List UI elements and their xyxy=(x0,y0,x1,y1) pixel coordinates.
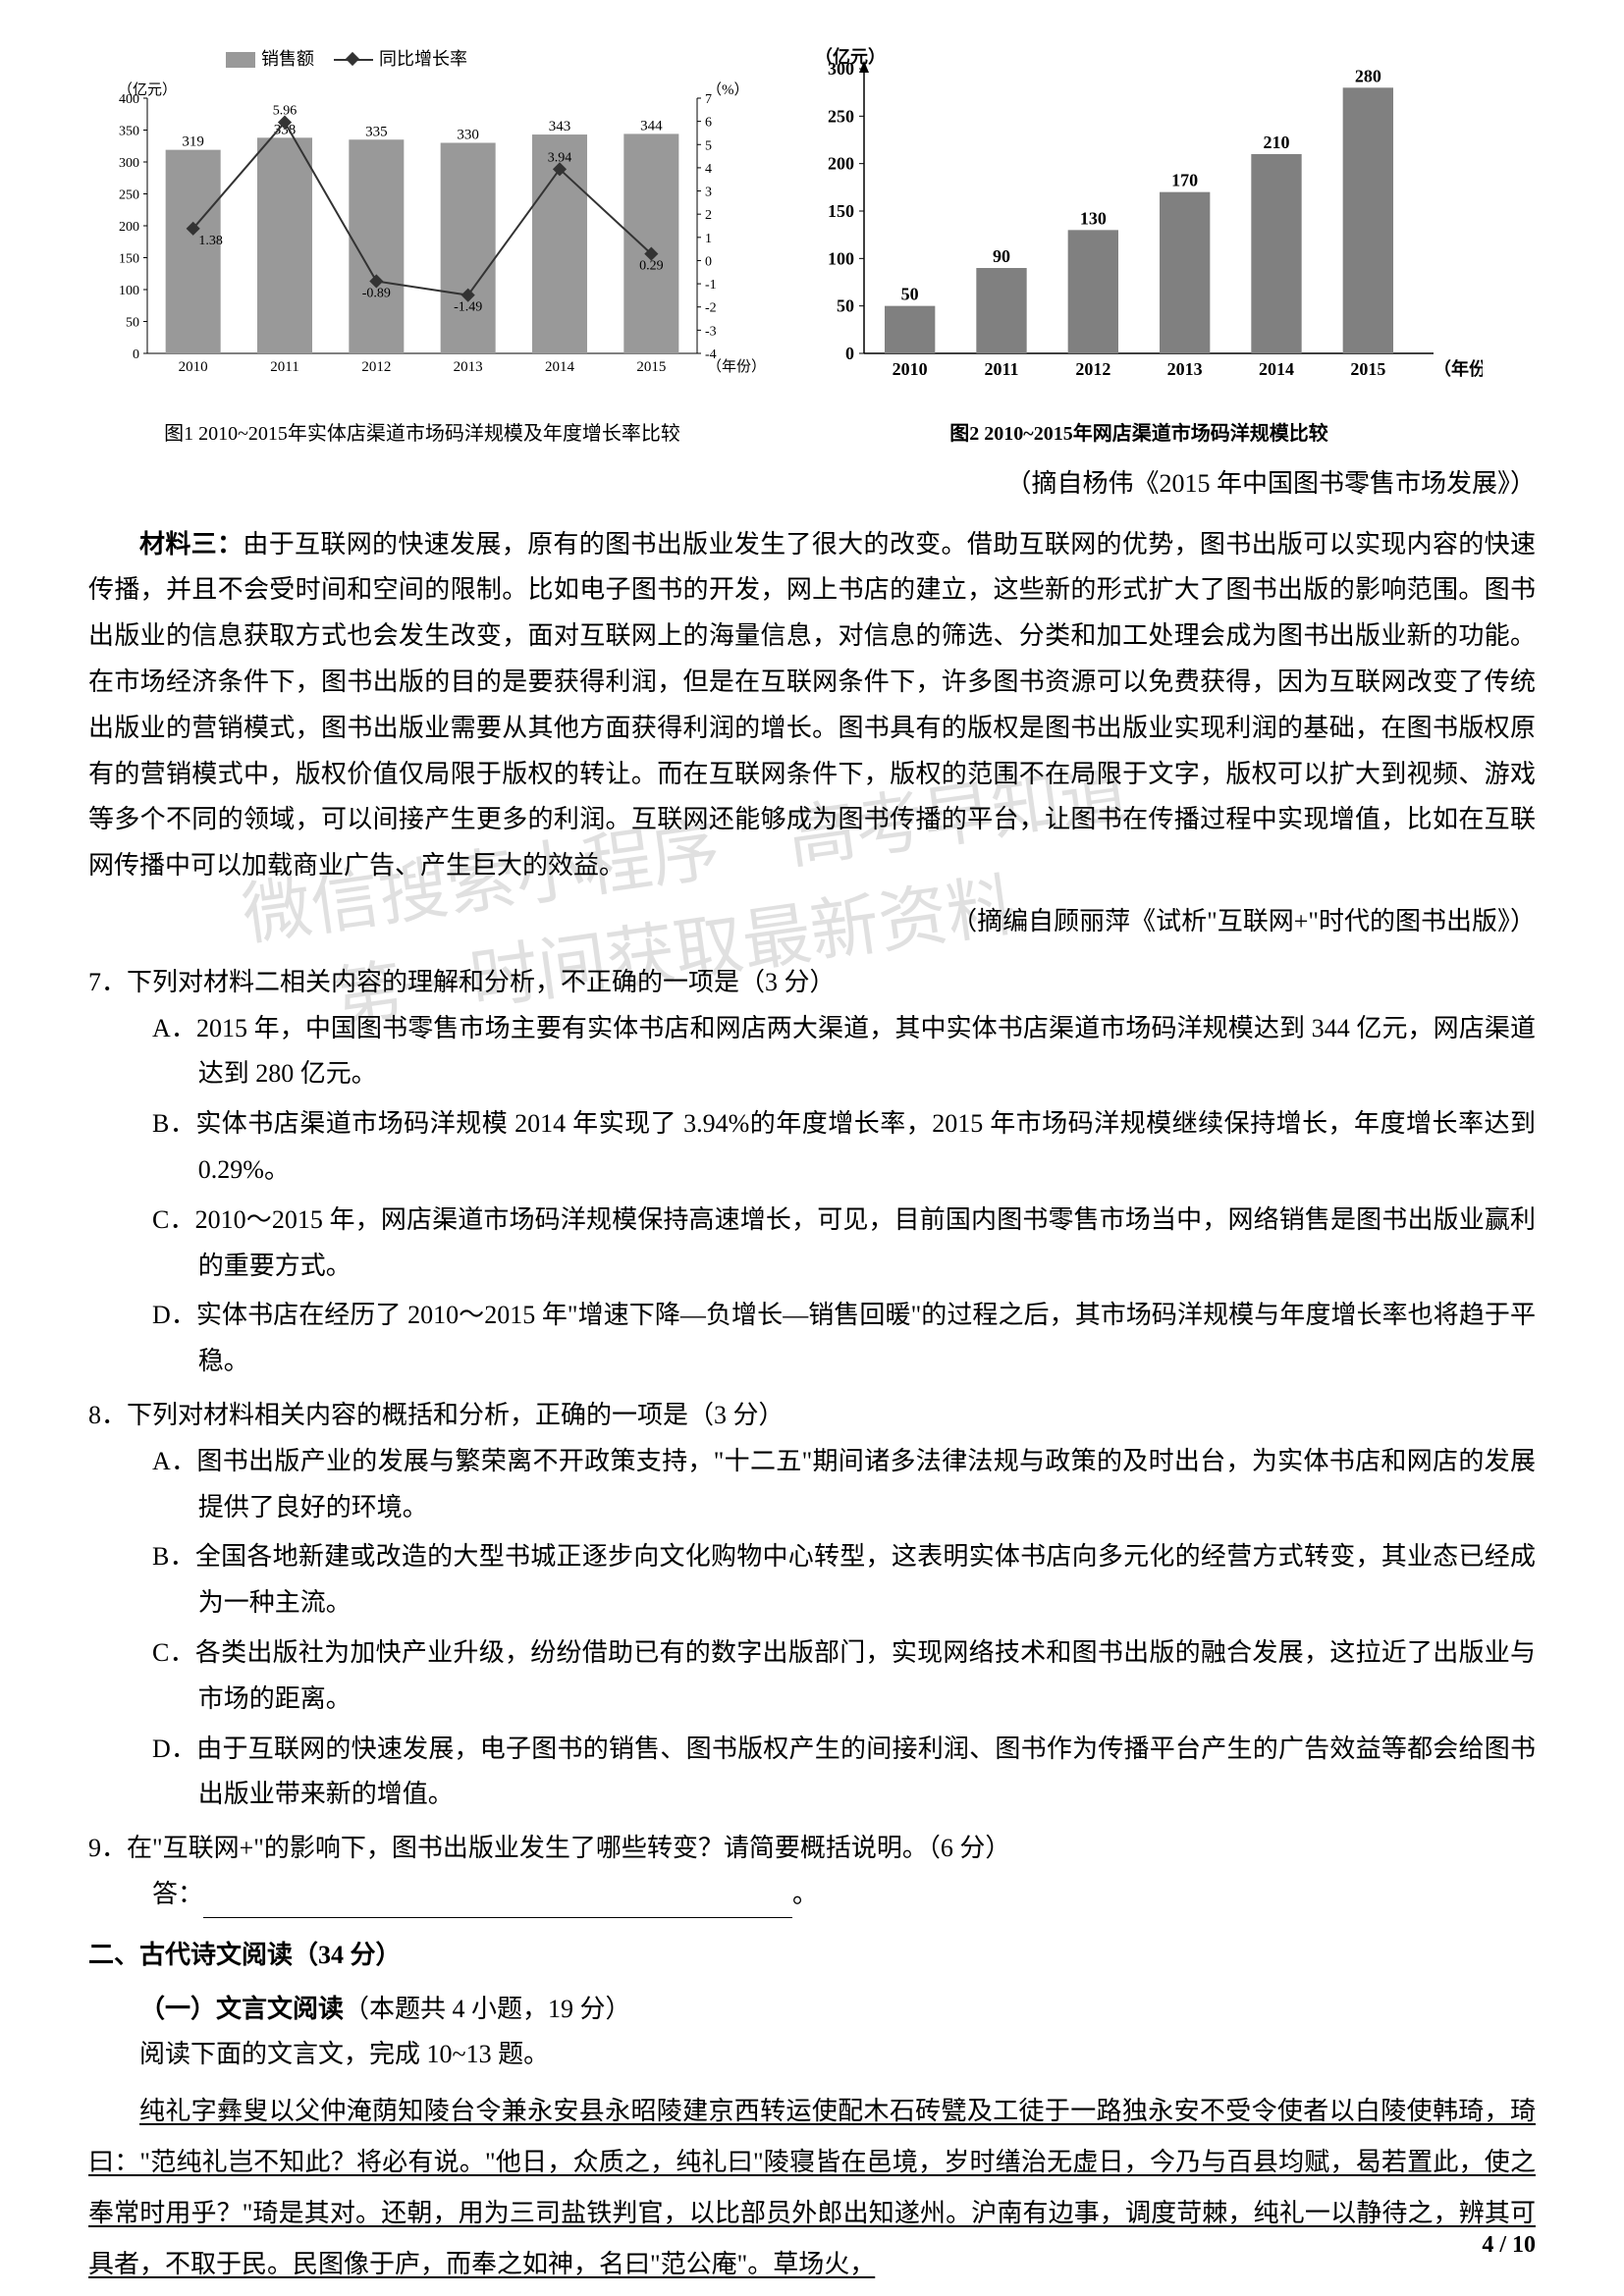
q7-options: A．2015 年，中国图书零售市场主要有实体书店和网店两大渠道，其中实体书店渠道… xyxy=(88,1006,1536,1385)
material3-heading: 材料三： xyxy=(139,530,243,559)
svg-text:-2: -2 xyxy=(705,301,717,316)
q9-answer: 答：。 xyxy=(88,1872,1536,1918)
svg-text:-3: -3 xyxy=(705,324,717,339)
svg-text:6: 6 xyxy=(705,116,712,131)
svg-text:200: 200 xyxy=(119,220,139,235)
chart1-svg: 050100150200250300350400-4-3-2-101234567… xyxy=(88,79,756,393)
svg-text:150: 150 xyxy=(828,201,854,221)
material3-text: 由于互联网的快速发展，原有的图书出版业发生了很大的改变。借助互联网的优势，图书出… xyxy=(88,530,1536,881)
svg-text:130: 130 xyxy=(1080,208,1107,228)
svg-text:335: 335 xyxy=(365,124,388,139)
svg-text:2012: 2012 xyxy=(361,359,391,375)
svg-text:350: 350 xyxy=(119,125,139,139)
svg-text:2010: 2010 xyxy=(893,359,928,379)
svg-text:4: 4 xyxy=(705,162,712,177)
svg-text:-1.49: -1.49 xyxy=(454,300,482,315)
page-number: 4 / 10 xyxy=(1482,2224,1536,2267)
q7-d: D．实体书店在经历了 2010～2015 年"增速下降—负增长—销售回暖"的过程… xyxy=(152,1293,1536,1385)
svg-text:280: 280 xyxy=(1355,66,1381,85)
citation-1: （摘自杨伟《2015 年中国图书零售市场发展》） xyxy=(88,461,1536,507)
svg-text:2012: 2012 xyxy=(1075,359,1110,379)
q7-b: B．实体书店渠道市场码洋规模 2014 年实现了 3.94%的年度增长率，201… xyxy=(152,1101,1536,1194)
svg-text:344: 344 xyxy=(640,118,663,133)
material3-paragraph: 材料三：由于互联网的快速发展，原有的图书出版业发生了很大的改变。借助互联网的优势… xyxy=(88,522,1536,889)
section2-instr: 阅读下面的文言文，完成 10~13 题。 xyxy=(88,2032,1536,2078)
svg-text:-0.89: -0.89 xyxy=(362,286,391,300)
q8-d: D．由于互联网的快速发展，电子图书的销售、图书版权产生的间接利润、图书作为传播平… xyxy=(152,1727,1536,1819)
svg-text:210: 210 xyxy=(1264,133,1290,152)
svg-text:1.38: 1.38 xyxy=(198,234,223,248)
svg-text:343: 343 xyxy=(549,119,571,134)
svg-text:2: 2 xyxy=(705,208,712,223)
svg-text:90: 90 xyxy=(993,246,1010,266)
svg-text:（亿元）: （亿元） xyxy=(118,81,177,98)
q8-stem: 8．下列对材料相关内容的概括和分析，正确的一项是（3 分） xyxy=(88,1393,1536,1439)
svg-text:3: 3 xyxy=(705,186,712,200)
citation-2: （摘编自顾丽萍《试析"互联网+"时代的图书出版》） xyxy=(88,899,1536,945)
svg-text:0: 0 xyxy=(133,347,139,362)
classical-text: 纯礼字彝叟以父仲淹荫知陵台令兼永安县永昭陵建京西转运使配木石砖甓及工徒于一路独永… xyxy=(88,2086,1536,2290)
svg-text:2011: 2011 xyxy=(984,359,1018,379)
chart2-svg: 0501001502002503005020109020111302012170… xyxy=(795,39,1483,393)
svg-text:2013: 2013 xyxy=(1167,359,1203,379)
svg-text:5: 5 xyxy=(705,138,712,153)
svg-text:2014: 2014 xyxy=(1259,359,1294,379)
svg-text:319: 319 xyxy=(182,134,204,150)
q8-options: A．图书出版产业的发展与繁荣离不开政策支持，"十二五"期间诸多法律法规与政策的及… xyxy=(88,1439,1536,1818)
q8-c: C．各类出版社为加快产业升级，纷纷借助已有的数字出版部门，实现网络技术和图书出版… xyxy=(152,1630,1536,1723)
answer-blank[interactable] xyxy=(203,1888,792,1918)
svg-text:50: 50 xyxy=(837,296,854,316)
svg-text:1: 1 xyxy=(705,232,712,246)
svg-text:100: 100 xyxy=(828,248,854,268)
svg-text:250: 250 xyxy=(828,106,854,126)
svg-text:250: 250 xyxy=(119,188,139,203)
svg-text:0.29: 0.29 xyxy=(639,259,664,274)
svg-text:（年份）: （年份） xyxy=(1434,358,1483,379)
svg-text:2015: 2015 xyxy=(636,359,666,375)
svg-text:50: 50 xyxy=(901,285,919,304)
sub1-extra: （本题共 4 小题，19 分） xyxy=(344,1995,631,2023)
svg-text:100: 100 xyxy=(119,284,139,298)
svg-text:2014: 2014 xyxy=(545,359,575,375)
chart2-caption: 图2 2010~2015年网店渠道市场码洋规模比较 xyxy=(795,416,1483,452)
chart1-caption: 图1 2010~2015年实体店渠道市场码洋规模及年度增长率比较 xyxy=(88,416,756,452)
q7-stem: 7．下列对材料二相关内容的理解和分析，不正确的一项是（3 分） xyxy=(88,960,1536,1006)
svg-text:（%）: （%） xyxy=(707,81,749,98)
legend-bar: 销售额 xyxy=(226,43,314,75)
chart-1: 销售额 同比增长率 050100150200250300350400-4-3-2… xyxy=(88,43,756,452)
q8-b: B．全国各地新建或改造的大型书城正逐步向文化购物中心转型，这表明实体书店向多元化… xyxy=(152,1534,1536,1627)
svg-text:200: 200 xyxy=(828,154,854,174)
svg-text:170: 170 xyxy=(1171,171,1198,190)
sub1-bold: （一）文言文阅读 xyxy=(139,1995,344,2023)
svg-text:2010: 2010 xyxy=(179,359,208,375)
svg-text:（亿元）: （亿元） xyxy=(815,46,886,67)
section2-heading: 二、古代诗文阅读（34 分） xyxy=(88,1933,1536,1979)
charts-row: 销售额 同比增长率 050100150200250300350400-4-3-2… xyxy=(88,39,1536,452)
q7-a: A．2015 年，中国图书零售市场主要有实体书店和网店两大渠道，其中实体书店渠道… xyxy=(152,1006,1536,1098)
svg-text:-1: -1 xyxy=(705,278,717,293)
svg-text:150: 150 xyxy=(119,252,139,267)
svg-text:5.96: 5.96 xyxy=(273,104,298,119)
svg-text:300: 300 xyxy=(119,156,139,171)
chart1-legend: 销售额 同比增长率 xyxy=(226,43,756,75)
q9-ans-label: 答： xyxy=(152,1880,203,1908)
svg-text:（年份）: （年份） xyxy=(707,358,756,375)
chart-2: 0501001502002503005020109020111302012170… xyxy=(795,39,1483,452)
q7-c: C．2010～2015 年，网店渠道市场码洋规模保持高速增长，可见，目前国内图书… xyxy=(152,1198,1536,1290)
svg-text:2013: 2013 xyxy=(454,359,483,375)
svg-text:0: 0 xyxy=(705,254,712,269)
q9-stem: 9．在"互联网+"的影响下，图书出版业发生了哪些转变？请简要概括说明。（6 分） xyxy=(88,1826,1536,1872)
legend-line: 同比增长率 xyxy=(334,43,467,75)
svg-text:3.94: 3.94 xyxy=(548,150,572,165)
svg-text:2011: 2011 xyxy=(270,359,298,375)
svg-text:330: 330 xyxy=(457,128,479,143)
svg-text:2015: 2015 xyxy=(1350,359,1385,379)
svg-text:50: 50 xyxy=(126,316,139,331)
section2-sub1: （一）文言文阅读（本题共 4 小题，19 分） xyxy=(88,1987,1536,2033)
q8-a: A．图书出版产业的发展与繁荣离不开政策支持，"十二五"期间诸多法律法规与政策的及… xyxy=(152,1439,1536,1531)
svg-text:0: 0 xyxy=(845,344,854,363)
